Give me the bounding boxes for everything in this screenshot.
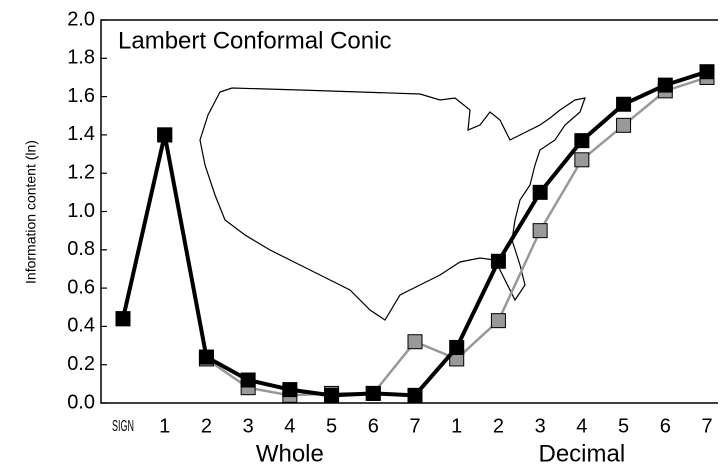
y-tick-label: 1.0 (67, 200, 95, 222)
point-marker (282, 382, 298, 398)
point-marker (324, 387, 340, 403)
point-marker (240, 372, 256, 388)
x-tick-label: SIGN (112, 416, 134, 434)
x-tick-label: 2 (493, 415, 504, 437)
point-marker (407, 387, 423, 403)
point-marker (532, 223, 548, 239)
point-marker (407, 334, 423, 350)
point-marker (657, 77, 673, 93)
y-tick-label: 1.8 (67, 47, 95, 69)
x-tick-label: 1 (451, 415, 462, 437)
chart-title: Lambert Conformal Conic (118, 27, 391, 54)
point-marker (616, 117, 632, 133)
y-tick-label: 2.0 (67, 8, 95, 30)
x-tick-label: 4 (284, 415, 295, 437)
y-tick-label: 0.2 (67, 353, 95, 375)
group-label: Decimal (539, 440, 626, 467)
x-tick-label: 7 (409, 415, 420, 437)
y-tick-label: 1.6 (67, 85, 95, 107)
x-tick-label: 6 (368, 415, 379, 437)
point-marker (157, 127, 173, 143)
x-tick-label: 3 (535, 415, 546, 437)
point-marker (449, 339, 465, 355)
y-tick-label: 1.2 (67, 161, 95, 183)
y-axis-label: Information content (ln) (23, 140, 39, 284)
x-tick-label: 2 (201, 415, 212, 437)
point-marker (490, 253, 506, 269)
x-tick-label: 6 (660, 415, 671, 437)
point-marker (574, 152, 590, 168)
point-marker (616, 96, 632, 112)
y-tick-label: 0.6 (67, 276, 95, 298)
point-marker (574, 133, 590, 149)
point-marker (365, 385, 381, 401)
y-tick-label: 1.4 (67, 123, 95, 145)
x-tick-label: 4 (576, 415, 587, 437)
y-tick-label: 0.8 (67, 238, 95, 260)
x-tick-label: 5 (618, 415, 629, 437)
x-tick-label: 1 (159, 415, 170, 437)
x-tick-label: 3 (243, 415, 254, 437)
point-marker (490, 313, 506, 329)
x-tick-label: 7 (701, 415, 712, 437)
group-label: Whole (256, 440, 324, 467)
point-marker (532, 184, 548, 200)
point-marker (699, 64, 715, 80)
y-tick-label: 0.0 (67, 391, 95, 413)
x-tick-label: 5 (326, 415, 337, 437)
point-marker (198, 349, 214, 365)
point-marker (115, 311, 131, 327)
map-outline (199, 87, 586, 321)
y-tick-label: 0.4 (67, 315, 95, 337)
